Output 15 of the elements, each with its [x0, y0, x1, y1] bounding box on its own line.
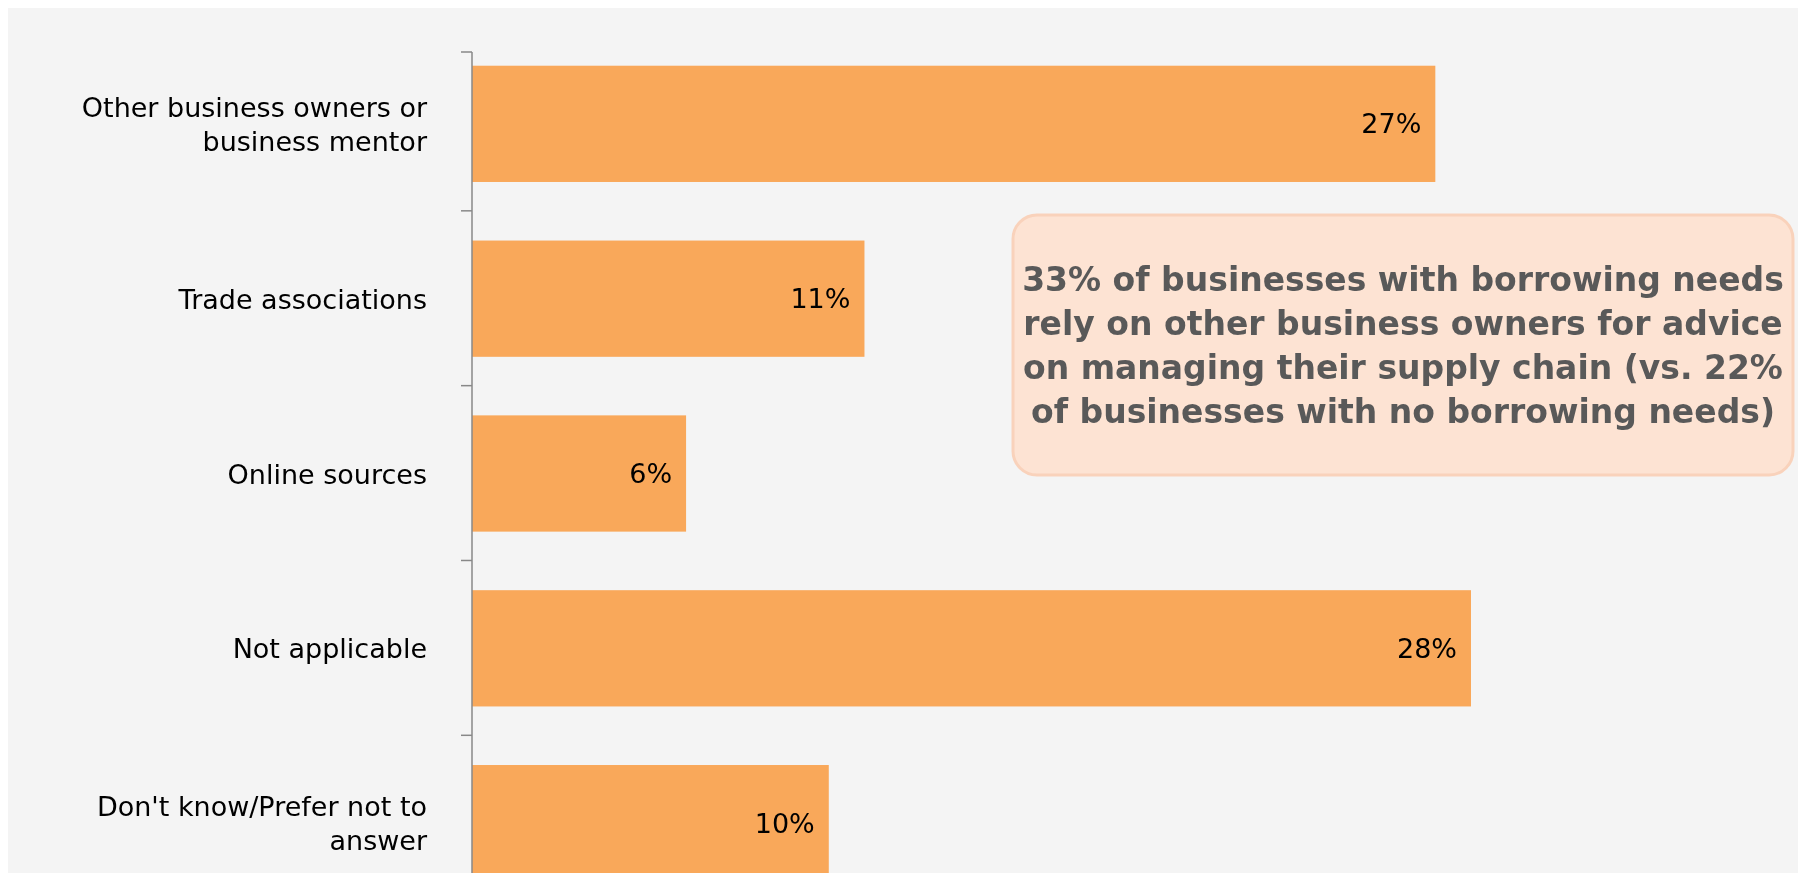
- y-tick-label: Trade associations: [177, 283, 427, 315]
- y-tick-label: Online sources: [227, 458, 427, 489]
- data-label: 6%: [629, 458, 673, 489]
- bar: [472, 240, 865, 357]
- y-tick-label: Other business owners or business mentor: [81, 91, 428, 157]
- bar: [472, 590, 1471, 707]
- bar: [472, 415, 687, 532]
- y-tick-label: Not applicable: [232, 632, 427, 664]
- annotation: 33% of businesses with borrowing needs rely on other business owners for advice on managing their supply chain (vs. 22% of businesses with no borrowing needs): [1022, 259, 1784, 431]
- data-label: 27%: [1361, 108, 1422, 140]
- y-tick-label: Don't know/Prefer not to answer: [96, 790, 428, 856]
- data-label: 11%: [790, 283, 851, 315]
- data-label: 28%: [1396, 632, 1457, 664]
- bar: [472, 65, 1436, 182]
- data-label: 10%: [754, 807, 815, 839]
